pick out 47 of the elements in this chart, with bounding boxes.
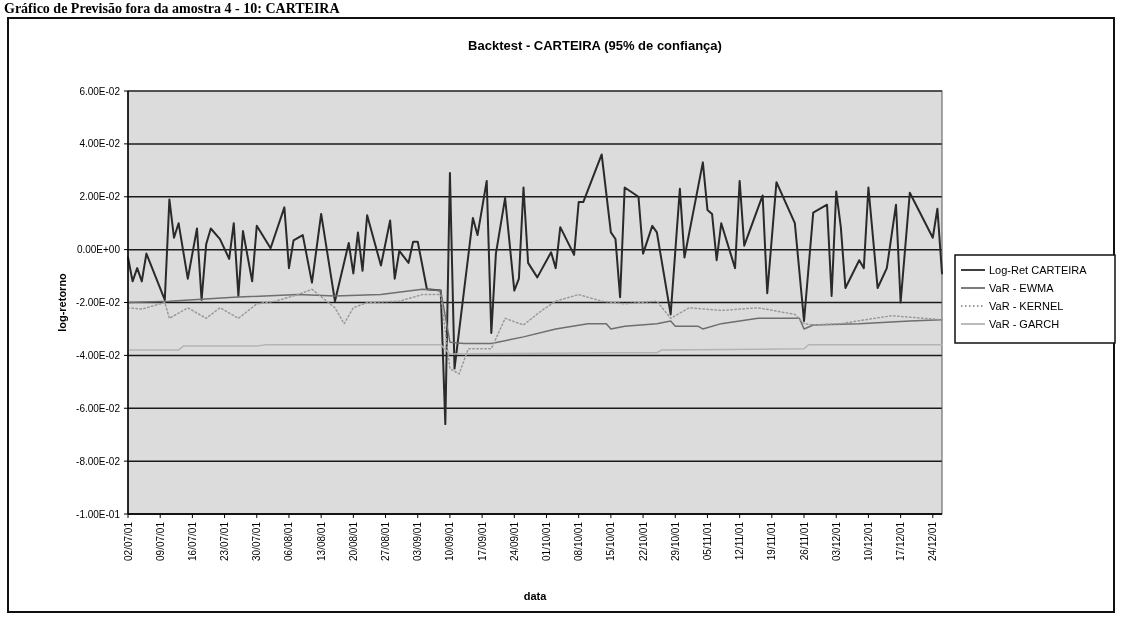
x-tick-label: 19/11/01 [766,521,778,561]
line-series [127,288,943,375]
y-tick-label: -8.00E-02 [76,455,121,467]
y-tick-label: -4.00E-02 [76,349,121,361]
x-tick-label: 30/07/01 [251,521,263,561]
x-tick-label: 10/09/01 [444,521,456,561]
x-tick-label: 03/09/01 [412,521,424,561]
legend-label: VaR - GARCH [989,317,1060,330]
x-tick-label: 24/09/01 [508,521,520,561]
x-tick-label: 01/10/01 [541,521,552,561]
legend-label: VaR - KERNEL [989,299,1064,312]
y-tick-label: -2.00E-02 [76,297,121,308]
y-tick-label: 2.00E-02 [79,191,121,203]
x-tick-label: 13/08/01 [315,521,327,561]
x-tick-label: 09/07/01 [154,521,166,561]
x-tick-label: 08/10/01 [573,521,585,561]
x-tick-label: 03/12/01 [830,521,842,561]
x-tick-label: 06/08/01 [283,521,295,561]
x-tick-label: 24/12/01 [927,521,939,561]
x-tick-label: 29/10/01 [669,521,681,561]
y-tick-label: 0.00E+00 [76,244,121,256]
legend-label: Log-Ret CARTEIRA [989,263,1088,276]
x-tick-label: 10/12/01 [862,521,874,561]
y-tick-label: 4.00E-02 [79,138,121,150]
x-tick-label: 27/08/01 [380,521,392,561]
x-tick-label: 12/11/01 [734,521,746,561]
line-series [127,344,943,355]
y-tick-label: 6.00E-02 [79,85,121,97]
y-tick-label: -1.00E-01 [76,508,121,520]
x-tick-label: 20/08/01 [347,521,359,561]
x-tick-label: 22/10/01 [637,521,649,561]
y-tick-label: -6.00E-02 [76,402,121,414]
legend-label: VaR - EWMA [989,281,1055,294]
chart-title: Backtest - CARTEIRA (95% de confiança) [468,38,722,53]
text: Gráfico de Previsão fora da amostra 4 - 10: CARTEIRA [4,1,341,16]
x-tick-label: 16/07/01 [186,521,198,561]
x-tick-label: 23/07/01 [219,521,231,561]
x-tick-label: 26/11/01 [798,521,810,561]
x-tick-label: 17/12/01 [895,521,907,561]
line-series [127,153,943,426]
x-tick-label: 02/07/01 [122,521,134,561]
x-tick-label: 05/11/01 [701,521,713,561]
y-axis-title: log-retorno [56,272,68,332]
x-tick-label: 15/10/01 [605,521,617,561]
x-tick-label: 17/09/01 [476,521,488,561]
line-series [127,288,943,345]
x-axis-title: data [523,590,548,602]
